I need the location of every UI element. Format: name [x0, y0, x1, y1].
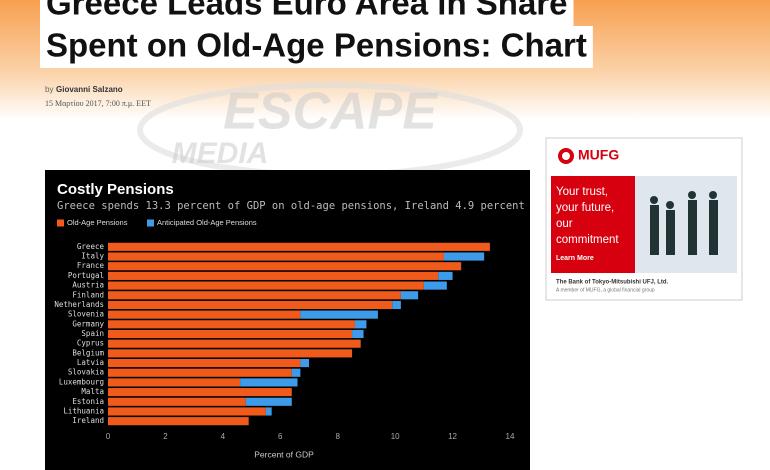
- y-tick-label: Austria: [72, 281, 104, 290]
- y-tick-label: Spain: [81, 329, 104, 338]
- headline-line: Greece Leads Euro Area in Share: [46, 0, 568, 22]
- y-tick-label: Cyprus: [77, 339, 104, 348]
- ad-tagline-line: Your trust,: [556, 186, 608, 198]
- y-tick-label: Belgium: [72, 348, 104, 357]
- bar-segment: [291, 368, 301, 377]
- headline: Greece Leads Euro Area in Share Spent on …: [40, 0, 593, 68]
- y-tick-label: Finland: [72, 290, 104, 299]
- watermark: MEDIA: [172, 137, 269, 170]
- bar-segment: [240, 378, 298, 387]
- headline-highlight: [40, 0, 574, 26]
- x-tick-label: 0: [106, 432, 111, 441]
- y-tick-label: Malta: [81, 387, 104, 396]
- bar-segment: [108, 291, 401, 300]
- y-tick-label: France: [77, 261, 105, 270]
- y-tick-label: Latvia: [77, 358, 104, 367]
- bar-segment: [392, 300, 401, 310]
- bar-segment: [354, 320, 367, 329]
- y-tick-label: Germany: [72, 319, 104, 328]
- legend-swatch: [57, 219, 64, 227]
- bar-segment: [443, 252, 485, 261]
- bar-segment: [108, 397, 246, 406]
- legend-swatch: [147, 219, 154, 227]
- author[interactable]: Giovanni Salzano: [56, 85, 123, 94]
- legend-label: Old-Age Pensions: [67, 218, 128, 227]
- headline-highlight: [40, 26, 593, 68]
- byline-prefix: by: [45, 85, 53, 94]
- x-tick-label: 12: [448, 432, 457, 441]
- ad-tagline-line: commitment: [556, 234, 619, 246]
- bar-segment: [108, 349, 353, 358]
- date: 15 Μαρτίου 2017, 7:00 π.μ. EET: [45, 99, 151, 108]
- bar-segment: [423, 281, 447, 290]
- bar-segment: [245, 397, 292, 406]
- chart: Old-Age Pensions Anticipated Old-Age Pens…: [54, 218, 515, 459]
- bar-segment: [108, 388, 292, 397]
- legend-label: Anticipated Old-Age Pensions: [157, 218, 257, 227]
- bar-segment: [108, 358, 301, 368]
- ad-cta[interactable]: Learn More: [556, 255, 594, 262]
- x-axis-label: Percent of GDP: [254, 449, 314, 459]
- y-tick-label: Luxembourg: [59, 377, 104, 386]
- x-tick-label: 14: [506, 432, 515, 441]
- bar-segment: [400, 291, 419, 300]
- bar-segment: [108, 281, 424, 290]
- y-tick-label: Ireland: [72, 416, 104, 425]
- y-tick-label: Slovakia: [68, 368, 104, 377]
- y-tick-label: Lithuania: [63, 406, 104, 415]
- y-tick-label: Netherlands: [54, 300, 104, 309]
- bar-segment: [438, 271, 453, 280]
- ad-brand: MUFG: [578, 147, 619, 163]
- bar-segment: [108, 329, 353, 339]
- ad-bank: The Bank of Tokyo-Mitsubishi UFJ, Ltd.: [556, 280, 669, 286]
- chart-subtitle: Greece spends 13.3 percent of GDP on old…: [57, 200, 525, 212]
- ad-member: A member of MUFG, a global financial gro…: [556, 287, 655, 293]
- bar-segment: [108, 417, 249, 426]
- ad-tagline-line: our: [556, 218, 573, 230]
- ad-tagline-line: your future,: [556, 202, 614, 214]
- watermark: ESCAPE: [223, 83, 438, 141]
- bar-segment: [108, 271, 439, 280]
- x-tick-label: 6: [278, 432, 283, 441]
- headline-line: Spent on Old-Age Pensions: Chart: [46, 27, 587, 64]
- y-tick-label: Portugal: [68, 271, 104, 280]
- ad-people: [650, 191, 718, 255]
- bar-segment: [300, 358, 309, 368]
- x-tick-label: 4: [221, 432, 226, 441]
- x-tick-label: 2: [163, 432, 168, 441]
- ad-tagline: Your trust, your future, our commitment: [556, 186, 619, 246]
- y-tick-label: Italy: [81, 252, 104, 261]
- bar-segment: [108, 378, 241, 387]
- bar-segment: [108, 368, 292, 377]
- x-tick-label: 8: [335, 432, 340, 441]
- bar-segment: [300, 310, 378, 319]
- bar-segment: [108, 242, 490, 251]
- bar-segment: [108, 407, 266, 416]
- bar-segment: [108, 252, 444, 261]
- bar-segment: [108, 339, 361, 348]
- bar-segment: [108, 310, 301, 319]
- bar-segment: [108, 320, 355, 329]
- y-tick-label: Greece: [77, 242, 105, 251]
- bar-segment: [108, 262, 462, 271]
- y-tick-label: Estonia: [72, 397, 104, 406]
- ad-logo: [562, 152, 570, 160]
- bar-segment: [108, 300, 393, 310]
- x-tick-label: 10: [391, 432, 400, 441]
- chart-title: Costly Pensions: [57, 181, 174, 198]
- bar-segment: [352, 329, 364, 339]
- bar-segment: [265, 407, 272, 416]
- y-tick-label: Slovenia: [68, 310, 104, 319]
